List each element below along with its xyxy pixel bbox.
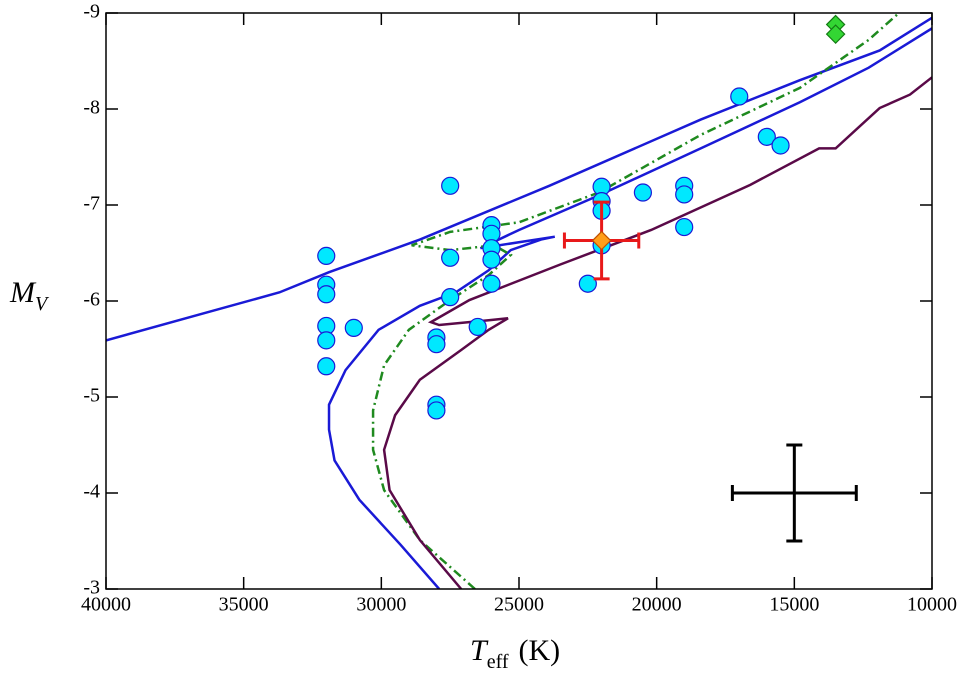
star-point [675, 185, 694, 204]
star-point [675, 217, 694, 237]
x-label-unit: (K) [519, 634, 561, 667]
x-tick-label: 10000 [907, 594, 957, 616]
star-point [578, 274, 597, 293]
star-point [633, 183, 653, 202]
star-point [317, 285, 336, 304]
x-tick-label: 25000 [494, 594, 544, 616]
isochrone-line [371, 13, 900, 589]
y-label-main: M [9, 276, 37, 309]
isochrone-line [106, 16, 932, 342]
y-axis-label: MV [9, 276, 50, 315]
y-tick-label: -9 [83, 1, 100, 23]
star-point [317, 331, 336, 350]
star-point [317, 357, 336, 376]
isochrone-line [327, 27, 932, 589]
star-point [441, 176, 460, 195]
x-label-sub: eff [487, 651, 509, 673]
x-tick-label: 15000 [769, 594, 819, 616]
x-label-main: T [470, 634, 489, 667]
x-axis-label: Teff (K) [470, 634, 560, 673]
x-tick-label: 40000 [81, 594, 131, 616]
star-point [441, 248, 460, 267]
star-point [482, 250, 501, 269]
star-point [427, 335, 446, 354]
star-point [482, 274, 501, 293]
x-tick-label: 30000 [356, 594, 406, 616]
y-label-sub: V [35, 293, 50, 315]
star-point [757, 127, 776, 146]
star-point [771, 136, 790, 155]
star-point [468, 317, 487, 337]
y-tick-label: -8 [83, 97, 100, 119]
star-point [730, 87, 749, 106]
x-tick-label: 35000 [219, 594, 269, 616]
y-tick-label: -6 [83, 289, 100, 311]
star-diamond [591, 230, 612, 251]
isochrone-line [382, 76, 932, 589]
x-tick-label: 20000 [632, 594, 682, 616]
plot-area [106, 13, 932, 589]
y-tick-label: -3 [83, 577, 100, 599]
star-point [317, 246, 336, 265]
y-tick-label: -5 [83, 385, 100, 407]
star-diamond [825, 24, 846, 44]
star-point [441, 288, 460, 307]
y-tick-label: -4 [83, 481, 100, 503]
star-point [344, 318, 363, 337]
y-tick-label: -7 [83, 193, 100, 215]
star-point [427, 401, 446, 420]
